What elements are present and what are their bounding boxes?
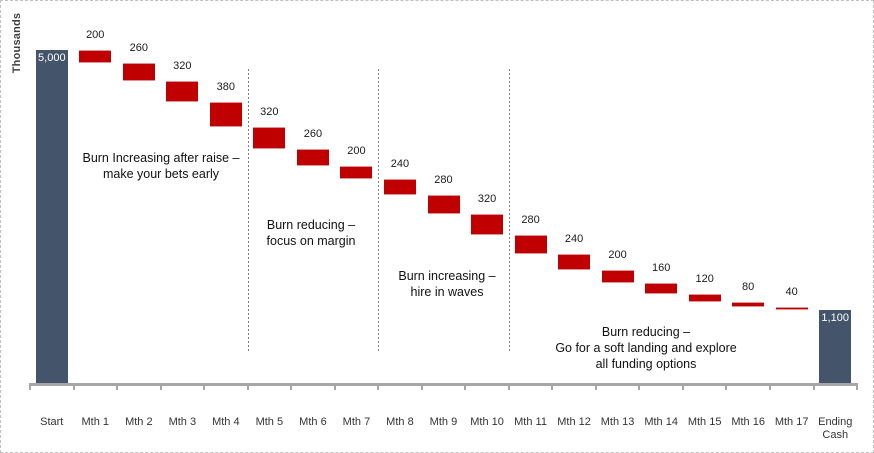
x-axis-label-ending-cash: Ending Cash <box>818 416 853 441</box>
phase-divider-line <box>247 69 249 353</box>
x-axis-label-start: Start <box>40 416 64 428</box>
value-label-mth-10: 320 <box>477 192 497 205</box>
phase-annotation-4: Burn reducing – Go for a soft landing and… <box>555 324 736 372</box>
x-axis-tick <box>464 386 467 390</box>
value-label-mth-3: 320 <box>173 59 192 72</box>
annotation-line: hire in waves <box>410 285 484 299</box>
x-axis-tick <box>594 386 597 390</box>
x-axis-label-mth-12: Mth 12 <box>557 416 591 428</box>
bar-mth-9 <box>427 195 460 214</box>
x-axis-label-mth-7: Mth 7 <box>342 416 371 428</box>
bar-mth-11 <box>514 235 547 254</box>
x-axis-label-mth-13: Mth 13 <box>600 416 635 428</box>
x-axis-tick <box>638 386 641 390</box>
x-axis-label-mth-16: Mth 16 <box>731 416 765 428</box>
value-label-mth-14: 160 <box>651 262 671 275</box>
x-axis-label-mth-2: Mth 2 <box>125 416 153 428</box>
x-axis-label-mth-15: Mth 15 <box>687 416 722 428</box>
bar-mth-15 <box>688 293 721 302</box>
bar-mth-1 <box>79 50 112 64</box>
x-axis-label-mth-11: Mth 11 <box>514 416 547 428</box>
bar-mth-10 <box>471 213 503 236</box>
x-axis-tick <box>246 386 249 390</box>
x-axis-label-mth-17: Mth 17 <box>774 416 809 428</box>
x-axis-tick <box>420 386 423 390</box>
value-label-mth-17: 40 <box>785 286 798 299</box>
bar-mth-17 <box>775 307 808 311</box>
x-axis-tick <box>116 386 119 390</box>
bar-mth-3 <box>166 80 199 102</box>
x-axis-label-mth-5: Mth 5 <box>255 416 284 428</box>
x-axis-line <box>29 383 858 386</box>
annotation-line: make your bets early <box>102 167 220 181</box>
x-axis-label-mth-1: Mth 1 <box>81 416 109 428</box>
value-label-start: 5,000 <box>38 52 66 64</box>
x-axis-label-mth-14: Mth 14 <box>644 416 678 428</box>
x-axis-tick <box>725 386 728 390</box>
bar-mth-7 <box>340 165 373 180</box>
bar-mth-8 <box>384 179 416 196</box>
x-axis-tick <box>29 386 31 390</box>
x-axis-label-mth-10: Mth 10 <box>470 416 504 428</box>
bar-mth-2 <box>122 63 155 81</box>
x-axis-tick <box>72 386 75 390</box>
x-axis-tick <box>681 386 684 390</box>
value-label-mth-12: 240 <box>564 232 584 245</box>
x-axis-tick <box>377 386 380 390</box>
annotation-line: focus on margin <box>266 234 356 248</box>
value-label-mth-4: 380 <box>216 80 236 93</box>
annotation-line: Burn increasing – <box>398 269 496 283</box>
phase-annotation-1: Burn Increasing after raise – make your b… <box>82 150 239 182</box>
x-axis-tick <box>203 386 206 390</box>
x-axis-label-mth-3: Mth 3 <box>168 416 197 428</box>
bar-mth-5 <box>253 127 286 149</box>
value-label-mth-13: 200 <box>608 248 627 261</box>
bar-mth-6 <box>296 148 329 166</box>
annotation-line: all funding options <box>595 357 697 371</box>
bar-mth-12 <box>558 253 591 270</box>
value-label-mth-2: 260 <box>129 42 149 55</box>
x-axis-tick <box>768 386 771 390</box>
value-label-mth-6: 260 <box>303 127 323 140</box>
value-label-mth-11: 280 <box>521 214 540 227</box>
value-label-mth-9: 280 <box>434 174 453 187</box>
value-label-mth-1: 200 <box>86 29 105 41</box>
bar-ending-cash <box>819 309 852 383</box>
bar-mth-16 <box>732 301 765 307</box>
value-label-mth-8: 240 <box>390 158 410 171</box>
x-axis-tick <box>507 386 510 390</box>
x-axis-label-mth-6: Mth 6 <box>299 416 327 428</box>
x-axis-label-mth-8: Mth 8 <box>386 416 414 428</box>
x-axis-tick <box>333 386 336 390</box>
x-axis-tick <box>290 386 293 390</box>
bar-mth-4 <box>209 101 242 128</box>
x-axis-label-mth-9: Mth 9 <box>429 416 458 428</box>
phase-annotation-2: Burn reducing – focus on margin <box>267 217 356 249</box>
bar-mth-14 <box>645 283 678 294</box>
annotation-line: Burn reducing – <box>266 218 356 232</box>
annotation-line: Go for a soft landing and explore <box>555 341 737 355</box>
phase-annotation-3: Burn increasing – hire in waves <box>398 268 495 300</box>
value-label-mth-5: 320 <box>260 106 279 119</box>
phase-divider-line <box>508 69 510 353</box>
annotation-line: Burn Increasing after raise – <box>82 151 240 165</box>
bar-mth-13 <box>601 269 634 284</box>
value-label-mth-16: 80 <box>742 280 755 293</box>
value-label-ending-cash: 1,100 <box>821 311 849 324</box>
value-label-mth-7: 200 <box>347 144 366 157</box>
x-axis-tick <box>856 386 858 390</box>
x-axis-tick <box>159 386 162 390</box>
annotation-line: Burn reducing – <box>601 325 691 339</box>
x-axis-label-mth-4: Mth 4 <box>212 416 240 428</box>
phase-divider-line <box>378 69 380 353</box>
bar-start <box>35 50 68 383</box>
value-label-mth-15: 120 <box>695 272 714 285</box>
x-axis-tick <box>812 386 815 390</box>
x-axis-tick <box>551 386 554 390</box>
